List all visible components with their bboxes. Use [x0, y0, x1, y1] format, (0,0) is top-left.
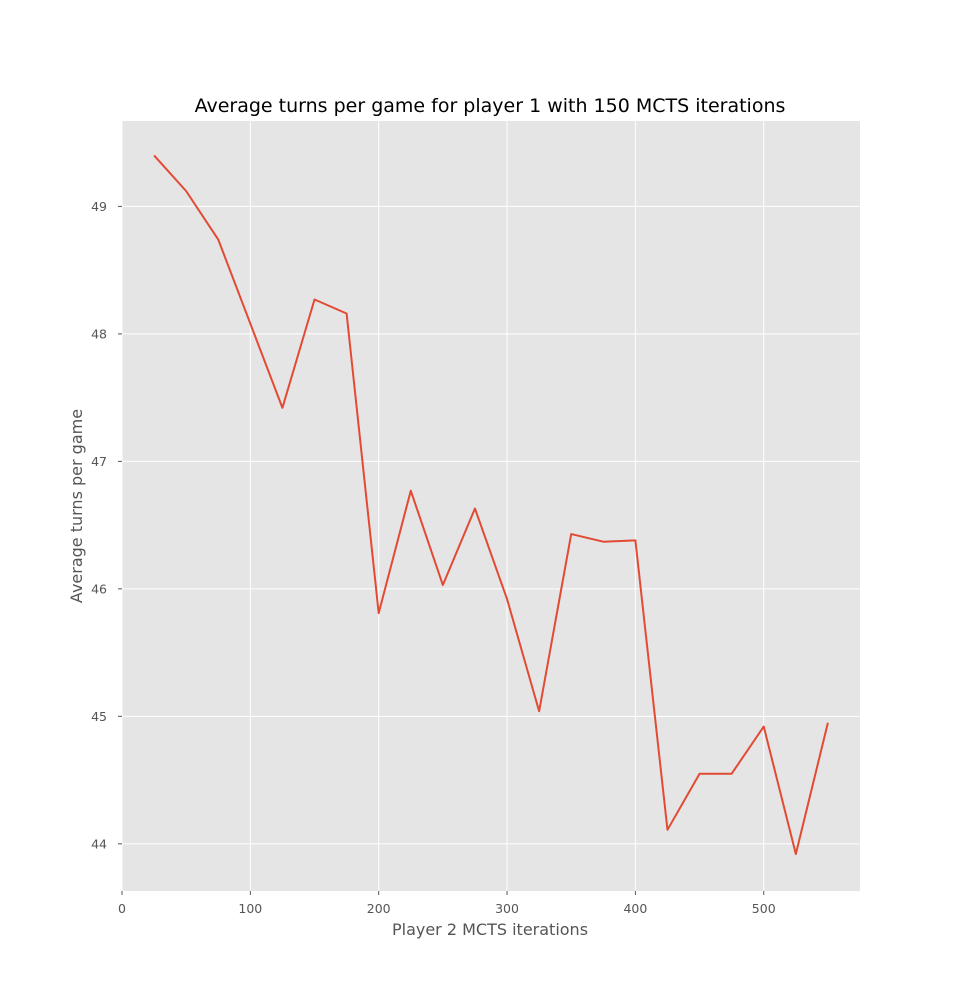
y-tick-label: 46: [91, 581, 107, 596]
y-tick-label: 44: [91, 836, 107, 851]
x-tick-label: 300: [495, 901, 519, 916]
y-axis-label: Average turns per game: [67, 409, 86, 603]
series-layer: [153, 154, 829, 856]
x-tick-label: 100: [238, 901, 262, 916]
y-tick-label: 48: [91, 326, 107, 341]
y-tick-label: 47: [91, 454, 107, 469]
y-axis-ticks: 44 45 46 47 48 49: [91, 199, 122, 851]
grid-lines: [121, 121, 860, 891]
x-tick-label: 0: [118, 901, 126, 916]
plot-area: [122, 121, 860, 891]
x-tick-label: 500: [752, 901, 776, 916]
x-tick-label: 400: [623, 901, 647, 916]
y-tick-label: 45: [91, 709, 107, 724]
x-tick-label: 200: [367, 901, 391, 916]
y-tick-label: 49: [91, 199, 107, 214]
x-axis-ticks: 0 100 200 300 400 500: [118, 891, 776, 916]
series-line: [153, 154, 829, 856]
x-axis-label: Player 2 MCTS iterations: [392, 920, 588, 939]
chart-title: Average turns per game for player 1 with…: [195, 95, 786, 117]
